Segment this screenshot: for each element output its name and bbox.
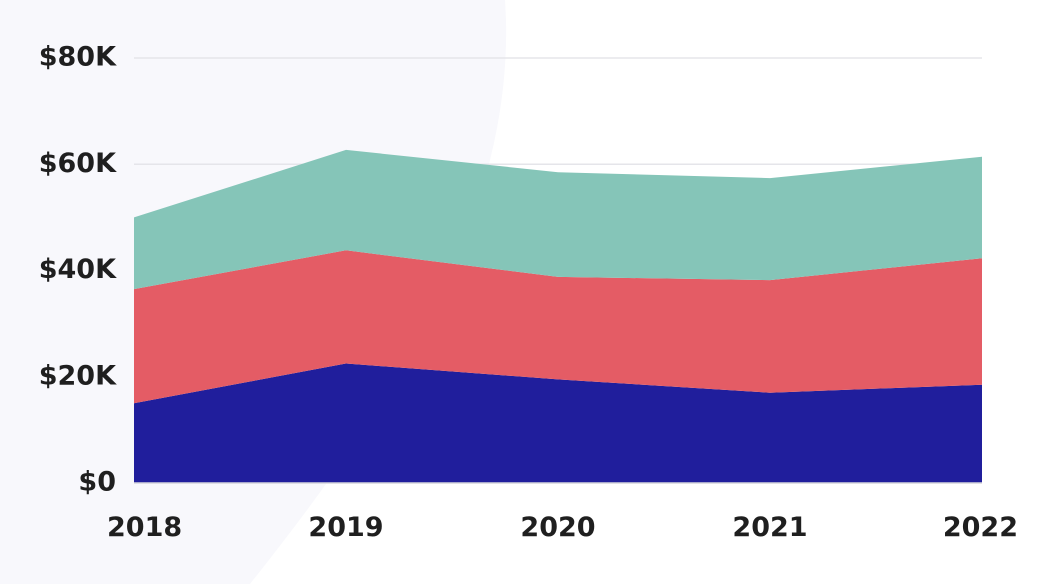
- x-axis-tick-labels: 2018 2019 2020 2021 2022: [107, 512, 1018, 543]
- y-tick-label: $40K: [39, 254, 117, 285]
- area-series-3: [134, 149, 982, 290]
- y-tick-label: $60K: [39, 148, 117, 179]
- y-tick-label: $20K: [39, 360, 117, 391]
- x-tick-label: 2022: [943, 512, 1018, 543]
- x-tick-label: 2021: [732, 512, 807, 543]
- area-series-1: [134, 363, 982, 483]
- y-tick-label: $0: [78, 467, 116, 498]
- y-tick-label: $80K: [39, 42, 117, 73]
- x-tick-label: 2019: [308, 512, 383, 543]
- series-areas: [134, 149, 982, 483]
- area-series-2: [134, 250, 982, 404]
- x-tick-label: 2020: [520, 512, 595, 543]
- y-axis-tick-labels: $0 $20K $40K $60K $80K: [39, 42, 117, 498]
- x-tick-label: 2018: [107, 512, 182, 543]
